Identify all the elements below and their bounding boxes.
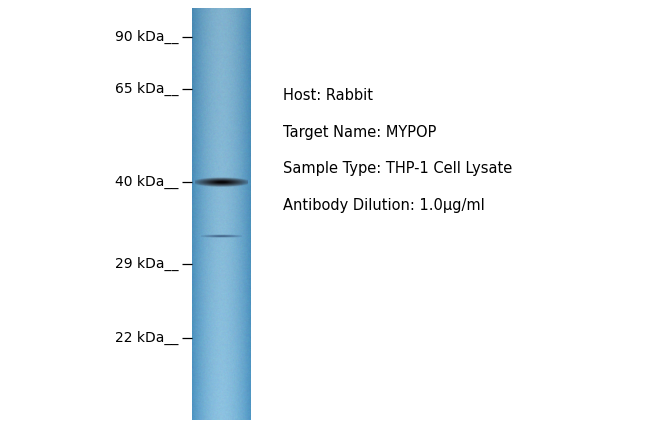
Text: 65 kDa__: 65 kDa__ <box>115 82 179 96</box>
Text: 22 kDa__: 22 kDa__ <box>115 331 179 345</box>
Text: 40 kDa__: 40 kDa__ <box>115 175 179 189</box>
Text: Host: Rabbit: Host: Rabbit <box>283 88 372 103</box>
Text: Sample Type: THP-1 Cell Lysate: Sample Type: THP-1 Cell Lysate <box>283 162 512 176</box>
Text: 29 kDa__: 29 kDa__ <box>115 257 179 271</box>
Text: 90 kDa__: 90 kDa__ <box>115 30 179 44</box>
Text: Antibody Dilution: 1.0μg/ml: Antibody Dilution: 1.0μg/ml <box>283 198 484 213</box>
Text: Target Name: MYPOP: Target Name: MYPOP <box>283 125 436 139</box>
